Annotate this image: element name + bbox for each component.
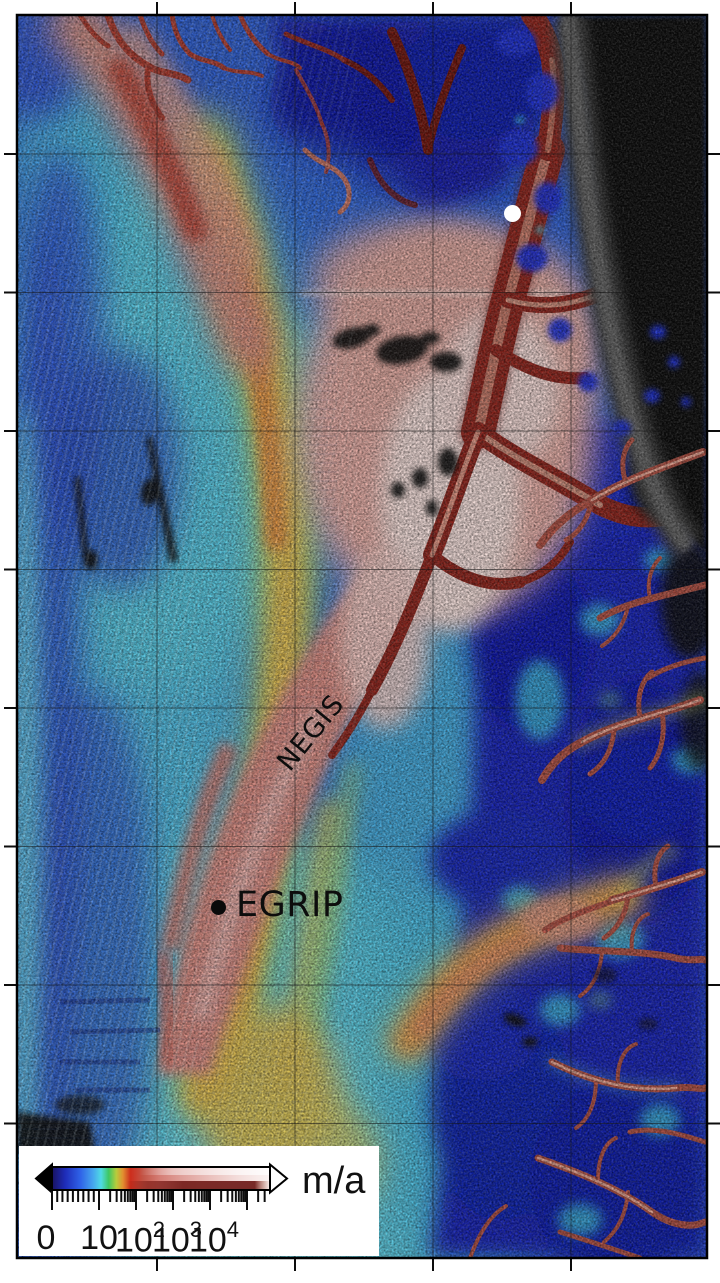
graticule-grid [17,15,707,1258]
colorbar-ticks [51,1191,266,1210]
map-frame [15,13,709,1260]
frame-ticks [4,2,720,1271]
colorbar [34,1162,289,1195]
